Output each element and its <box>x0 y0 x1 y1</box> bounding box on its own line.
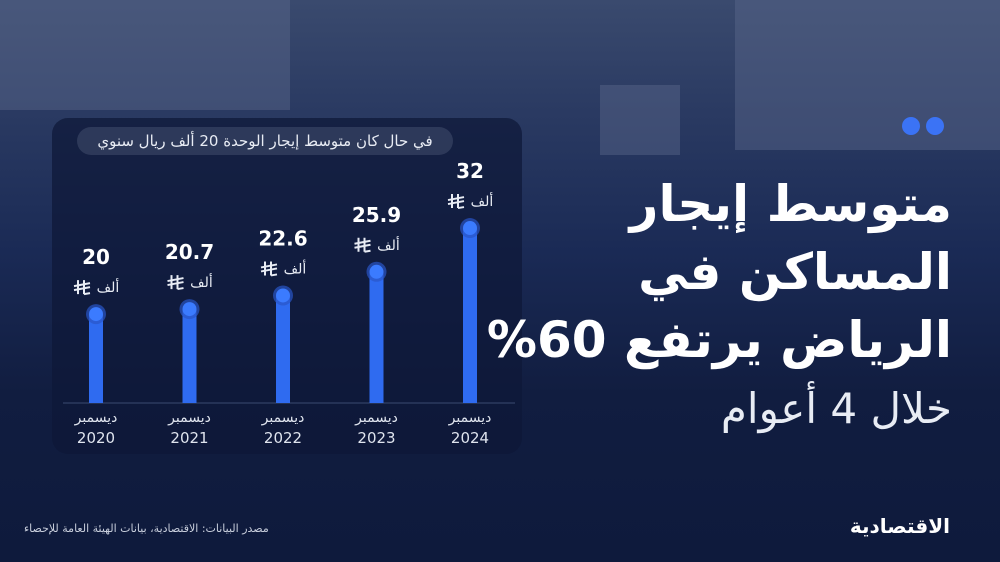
riyal-symbol-icon <box>167 275 184 291</box>
source-text: مصدر البيانات: الاقتصادية، بيانات الهيئة… <box>24 522 269 535</box>
x-tick-year: 2024 <box>451 429 489 447</box>
bar <box>463 228 477 403</box>
headline-subtitle: خلال 4 أعوام <box>720 384 952 433</box>
value-label: 22.6 <box>258 226 307 250</box>
bar-marker <box>182 302 197 317</box>
unit-label: ألف <box>190 273 213 291</box>
x-tick-month: ديسمبر <box>354 410 398 426</box>
x-tick-month: ديسمبر <box>74 410 118 426</box>
riyal-symbol-icon <box>354 237 371 253</box>
background-building-left <box>0 0 290 110</box>
bar-marker <box>463 221 477 236</box>
unit-label: ألف <box>284 259 307 277</box>
bar <box>89 314 103 403</box>
riyal-symbol-icon <box>260 261 278 277</box>
background-building-right <box>735 0 1000 150</box>
value-label: 20.7 <box>165 240 214 264</box>
x-tick-year: 2022 <box>264 429 302 447</box>
value-label: 20 <box>82 245 110 269</box>
chart-note: في حال كان متوسط إيجار الوحدة 20 ألف ريا… <box>77 127 453 155</box>
x-tick-year: 2020 <box>77 429 115 447</box>
headline-line3: الرياض يرتفع 60% <box>486 311 952 369</box>
value-label: 25.9 <box>352 203 401 227</box>
headline-line1: متوسط إيجار <box>629 175 952 233</box>
x-tick-month: ديسمبر <box>167 410 211 426</box>
decorative-dots-icon <box>902 117 944 135</box>
bar-marker <box>369 264 384 279</box>
x-tick-month: ديسمبر <box>261 410 305 426</box>
bar-marker <box>89 307 103 322</box>
x-tick-year: 2021 <box>170 429 208 447</box>
bar <box>182 309 197 403</box>
headline-line2: المساكن في <box>638 243 952 301</box>
unit-label: ألف <box>377 236 400 254</box>
background-building-mid <box>600 85 680 155</box>
x-tick-month: ديسمبر <box>448 410 492 426</box>
bar <box>369 271 384 403</box>
x-tick-year: 2023 <box>357 429 395 447</box>
value-label: 32 <box>456 159 484 183</box>
brand-logo: الاقتصادية <box>849 514 950 538</box>
headline: متوسط إيجار المساكن في الرياض يرتفع 60% <box>487 170 952 374</box>
unit-label: ألف <box>97 278 120 296</box>
riyal-symbol-icon <box>447 194 465 210</box>
unit-label: ألف <box>471 192 494 210</box>
riyal-symbol-icon <box>73 280 91 296</box>
bar <box>276 295 290 403</box>
bar-marker <box>276 288 290 303</box>
